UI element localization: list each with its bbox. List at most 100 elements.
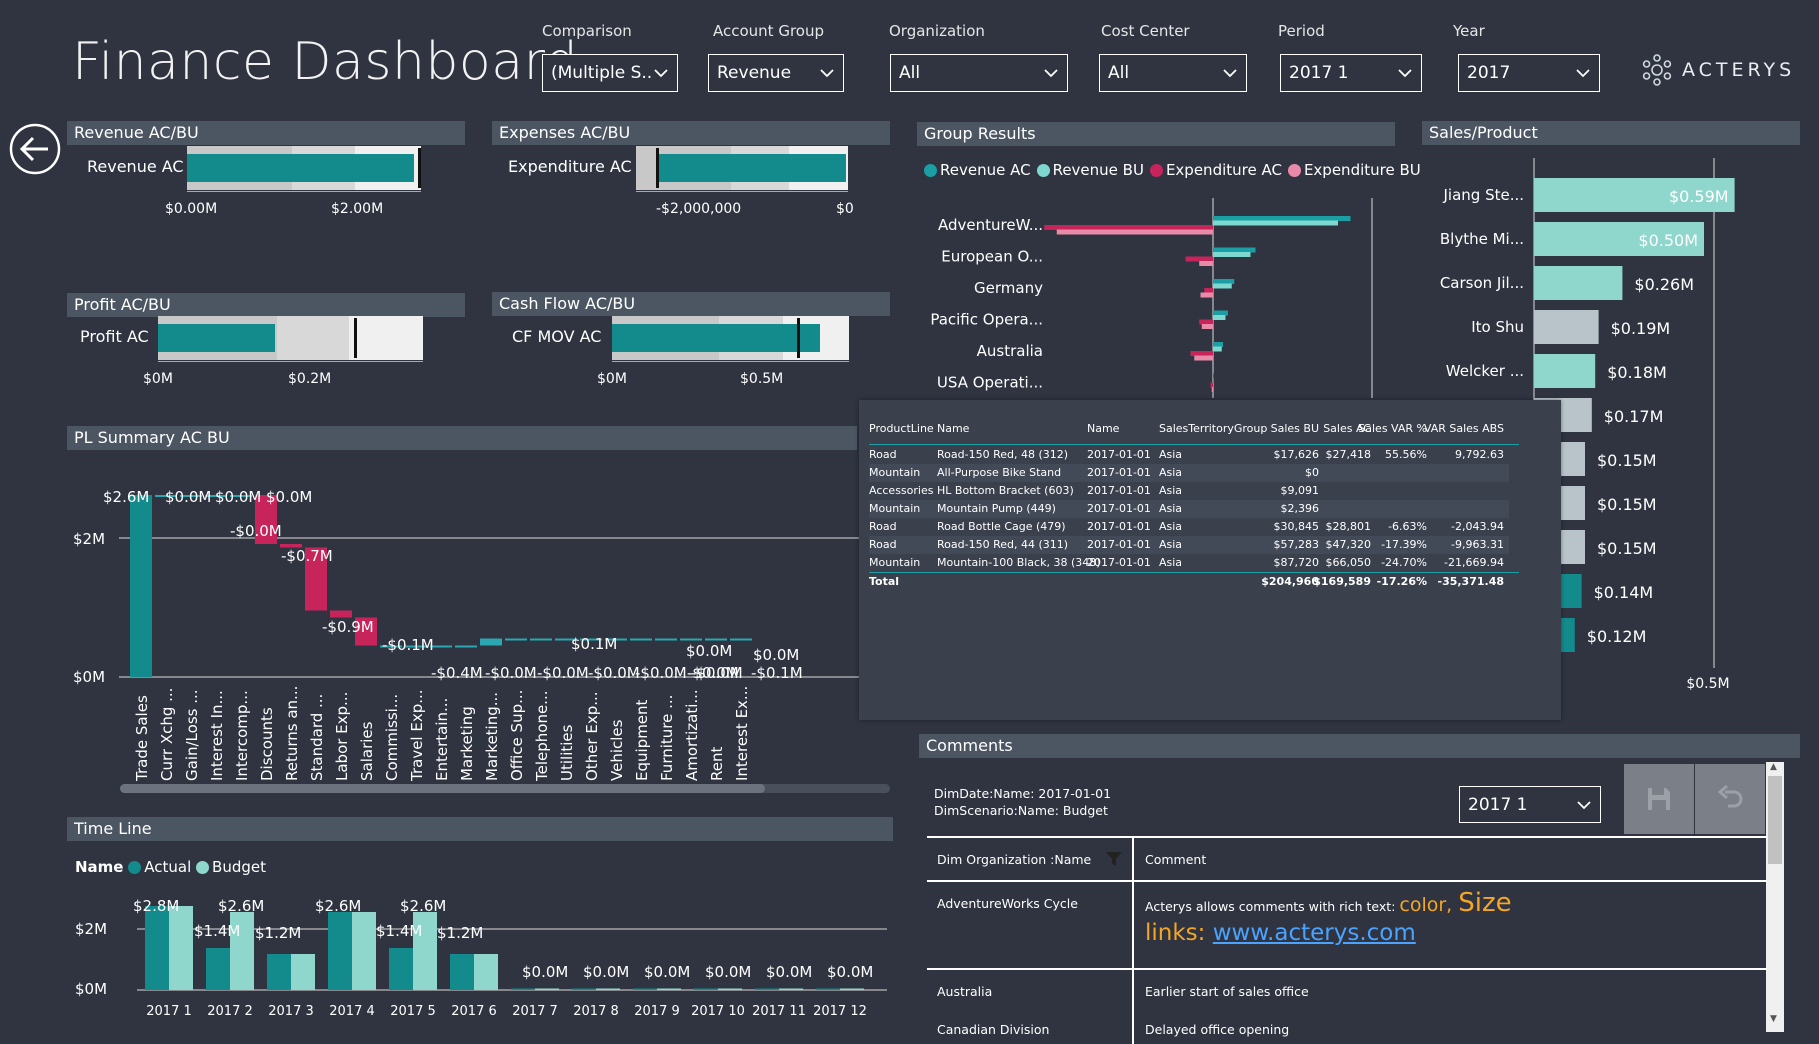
timeline-bar[interactable] [291,954,315,990]
table-row[interactable]: Road Road-150 Red, 48 (312) 2017-01-01 Asia… [869,446,1509,464]
group-bar[interactable] [1199,261,1213,266]
filter-select[interactable]: All [890,54,1068,92]
filter-select[interactable]: 2017 [1458,54,1600,92]
group-bar[interactable] [1056,229,1213,235]
table-row[interactable]: Mountain Mountain Pump (449) 2017-01-01 Asi… [869,500,1509,518]
scroll-down-icon[interactable]: ▼ [1770,1014,1777,1024]
comment-row-rich-text[interactable]: Acterys allows comments with rich text: … [1145,888,1745,946]
timeline-bar[interactable] [267,954,291,990]
timeline-bar[interactable] [816,988,840,991]
group-bar[interactable] [1213,310,1228,316]
timeline-bar[interactable] [694,988,718,991]
timeline-bar[interactable] [596,988,620,991]
group-bar[interactable] [1213,247,1256,253]
waterfall-bar[interactable] [330,610,352,618]
timeline-bar[interactable] [633,988,657,991]
filter-select[interactable]: All [1099,54,1247,92]
table-row[interactable]: Road Road Bottle Cage (479) 2017-01-01 Asia… [869,518,1509,536]
waterfall-bar[interactable] [580,638,602,641]
comments-scrollbar-thumb[interactable] [1768,776,1782,864]
waterfall-bar[interactable] [180,495,202,497]
timeline-bar[interactable] [657,988,681,991]
legend-item[interactable]: Revenue BU [1036,161,1144,179]
timeline-bar[interactable] [755,988,779,991]
waterfall-bar[interactable] [630,638,652,641]
waterfall-bar[interactable] [555,638,577,641]
undo-button[interactable] [1695,764,1765,834]
group-bar[interactable] [1199,319,1213,325]
waterfall-bar[interactable] [355,617,377,646]
waterfall-bar[interactable] [505,638,527,641]
group-bar[interactable] [1213,315,1226,320]
group-bar[interactable] [1190,351,1214,356]
group-bar[interactable] [1204,288,1213,293]
timeline-bar[interactable] [230,912,254,990]
group-bar[interactable] [1213,279,1235,284]
group-bar[interactable] [1213,216,1351,221]
waterfall-bar[interactable] [655,638,677,641]
timeline-bar[interactable] [474,954,498,990]
legend-item[interactable]: Expenditure BU [1287,161,1421,179]
group-bar[interactable] [1201,324,1213,329]
sales-bar[interactable] [1534,310,1599,344]
waterfall-bar[interactable] [680,638,702,641]
legend-item[interactable]: Budget [196,858,266,876]
filter-select[interactable]: 2017 1 [1280,54,1422,92]
table-row[interactable]: Road Road-150 Red, 44 (311) 2017-01-01 Asia… [869,536,1509,554]
timeline-bar[interactable] [572,988,596,991]
group-bar[interactable] [1185,256,1214,262]
timeline-bar[interactable] [389,948,413,990]
timeline-bar[interactable] [718,988,742,991]
pl-summary-scrollbar-thumb[interactable] [120,784,765,793]
waterfall-bar[interactable] [455,645,477,648]
table-row[interactable]: Mountain Mountain-100 Black, 38 (348) 2017… [869,554,1509,572]
waterfall-bar[interactable] [305,547,327,611]
timeline-bar[interactable] [450,954,474,990]
waterfall-bar[interactable] [230,495,252,497]
filter-select[interactable]: Revenue [708,54,844,92]
waterfall-bar[interactable] [705,638,727,641]
group-bar[interactable] [1200,292,1214,298]
timeline-bar[interactable] [779,988,803,991]
timeline-bar[interactable] [840,988,864,991]
table-row[interactable]: Mountain All-Purpose Bike Stand 2017-01-01… [869,464,1509,482]
legend-item[interactable]: Revenue AC [924,161,1031,179]
group-bar[interactable] [1211,387,1213,392]
waterfall-bar[interactable] [605,638,627,641]
filter-icon[interactable] [1105,850,1123,868]
waterfall-bar[interactable] [730,638,752,641]
group-bar[interactable] [1044,225,1213,230]
group-bar[interactable] [1210,382,1214,388]
table-row[interactable]: Accessories HL Bottom Bracket (603) 2017-0… [869,482,1509,500]
waterfall-bar[interactable] [280,544,302,548]
group-bar[interactable] [1213,378,1214,383]
legend-item[interactable]: Expenditure AC [1149,161,1282,179]
sales-bar[interactable] [1534,266,1623,300]
timeline-bar[interactable] [169,906,193,990]
sales-bar[interactable] [1534,354,1596,388]
waterfall-bar[interactable] [255,495,277,544]
waterfall-bar[interactable] [380,645,402,648]
group-bar[interactable] [1213,252,1251,257]
comment-row-text[interactable]: Earlier start of sales office [1145,984,1309,999]
waterfall-bar[interactable] [205,495,227,497]
save-button[interactable] [1624,764,1694,834]
comment-link[interactable]: www.acterys.com [1212,920,1416,946]
group-bar[interactable] [1213,373,1214,379]
comment-row-text[interactable]: Delayed office opening [1145,1022,1290,1037]
timeline-bar[interactable] [328,912,352,990]
group-bar[interactable] [1213,342,1223,347]
group-bar[interactable] [1213,346,1222,352]
waterfall-bar[interactable] [155,495,177,497]
timeline-bar[interactable] [413,912,437,990]
timeline-bar[interactable] [145,906,169,990]
timeline-bar[interactable] [535,988,559,991]
waterfall-bar[interactable] [130,495,152,677]
group-bar[interactable] [1194,355,1213,361]
timeline-bar[interactable] [511,988,535,991]
filter-select[interactable]: (Multiple S... [542,54,678,92]
sales-bar[interactable] [1534,178,1735,212]
comments-period-select[interactable]: 2017 1 [1459,786,1601,823]
comments-scrollbar[interactable]: ▲ ▼ [1766,762,1784,1032]
waterfall-bar[interactable] [530,638,552,641]
